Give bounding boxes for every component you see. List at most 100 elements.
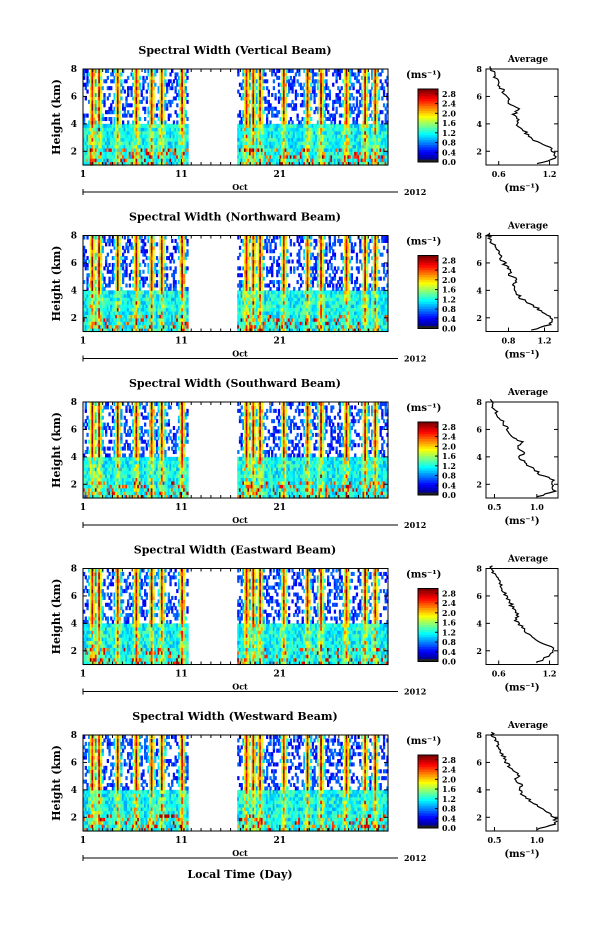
- profile-frame: [485, 68, 559, 166]
- colorbar-band: [418, 632, 438, 636]
- colorbar-tick-label: 2.0: [442, 108, 456, 118]
- colorbar-band: [418, 108, 438, 112]
- colorbar-unit: (ms⁻¹): [406, 403, 441, 414]
- y-tick-label: 2: [71, 813, 77, 823]
- profile-y-tick-label: 2: [476, 646, 482, 656]
- colorbar-tick-label: 0.8: [442, 637, 456, 647]
- colorbar-band: [418, 757, 438, 761]
- y-tick-label: 4: [71, 120, 77, 130]
- colorbar-band: [418, 776, 438, 780]
- colorbar-band: [418, 318, 438, 322]
- colorbar-band: [418, 135, 438, 139]
- profile-x-tick-label: 0.8: [502, 336, 516, 346]
- colorbar-band: [418, 309, 438, 312]
- colorbar-band: [418, 823, 438, 826]
- colorbar-tick-label: 2.4: [442, 99, 456, 109]
- month-label: Oct: [232, 182, 248, 192]
- panel-title: Spectral Width (Vertical Beam): [138, 44, 331, 57]
- colorbar-band: [418, 323, 438, 327]
- year-label: 2012: [404, 687, 426, 697]
- colorbar-band: [418, 593, 438, 597]
- heatmap-cells: [83, 69, 389, 166]
- y-axis-label: Height (km): [50, 745, 63, 821]
- colorbar-band: [418, 789, 438, 792]
- colorbar-band: [418, 477, 438, 481]
- colorbar-band: [418, 267, 438, 271]
- year-label: 2012: [404, 187, 426, 197]
- colorbar-tick-label: 2.8: [442, 755, 456, 765]
- colorbar-band: [418, 144, 438, 148]
- profile-y-tick-label: 6: [476, 258, 482, 268]
- colorbar-band: [418, 659, 438, 662]
- colorbar-band: [418, 434, 438, 437]
- profile-y-tick-label: 6: [476, 424, 482, 434]
- colorbar-band: [418, 424, 438, 428]
- y-tick-label: 8: [71, 731, 77, 741]
- profile-x-tick-label: 1.2: [538, 336, 552, 346]
- colorbar-tick-label: 1.2: [442, 461, 456, 471]
- colorbar-band: [418, 598, 438, 602]
- colorbar-band: [418, 458, 438, 462]
- colorbar-band: [418, 316, 438, 320]
- colorbar-band: [418, 603, 438, 606]
- colorbar-band: [418, 422, 438, 425]
- profile-frame: [485, 401, 559, 499]
- colorbar-band: [418, 257, 438, 261]
- colorbar-band: [418, 326, 438, 329]
- profile-y-tick-label: 8: [476, 730, 482, 740]
- colorbar-tick-label: 1.2: [442, 294, 456, 304]
- colorbar-band: [418, 615, 438, 619]
- y-tick-label: 4: [71, 286, 77, 296]
- year-label: 2012: [404, 354, 426, 364]
- colorbar-tick-label: 2.4: [442, 265, 456, 275]
- colorbar-band: [418, 426, 438, 430]
- colorbar-band: [418, 644, 438, 648]
- colorbar-band: [418, 270, 438, 273]
- colorbar-unit: (ms⁻¹): [406, 70, 441, 81]
- profile-frame: [485, 235, 559, 332]
- profile-x-label: (ms⁻¹): [504, 516, 539, 527]
- colorbar-band: [418, 642, 438, 645]
- colorbar-band: [418, 274, 438, 278]
- panel-title: Spectral Width (Westward Beam): [132, 710, 337, 723]
- colorbar-band: [418, 622, 438, 626]
- colorbar-band: [418, 272, 438, 276]
- colorbar-band: [418, 600, 438, 604]
- colorbar-tick-label: 1.6: [442, 118, 456, 128]
- colorbar-band: [418, 755, 438, 758]
- colorbar-tick-label: 2.8: [442, 255, 456, 265]
- colorbar-band: [418, 610, 438, 614]
- colorbar-frame: [417, 754, 439, 829]
- profile-x-tick-label: 1.0: [530, 502, 544, 512]
- colorbar-band: [418, 656, 438, 660]
- colorbar-tick-label: 0.8: [442, 304, 456, 314]
- y-tick-label: 2: [71, 147, 77, 157]
- profile-x-tick-label: 0.5: [488, 502, 502, 512]
- x-tick-label: 21: [274, 503, 287, 513]
- profile-x-tick-label: 0.5: [488, 835, 502, 845]
- colorbar-band: [418, 475, 438, 479]
- colorbar-band: [418, 123, 438, 126]
- colorbar-band: [418, 460, 438, 464]
- colorbar-band: [418, 130, 438, 134]
- colorbar-band: [418, 767, 438, 770]
- colorbar-band: [418, 132, 438, 136]
- colorbar-band: [418, 159, 438, 163]
- x-tick-label: 1: [80, 670, 86, 680]
- colorbar-band: [418, 781, 438, 785]
- colorbar-band: [418, 431, 438, 435]
- colorbar-tick-label: 1.6: [442, 618, 456, 628]
- profile-x-label: (ms⁻¹): [504, 683, 539, 694]
- profile-x-label: (ms⁻¹): [504, 350, 539, 361]
- colorbar-tick-label: 1.2: [442, 794, 456, 804]
- profile-y-tick-label: 4: [476, 618, 482, 628]
- colorbar-band: [418, 637, 438, 640]
- plot-frame: [82, 734, 389, 832]
- colorbar-band: [418, 482, 438, 486]
- colorbar-band: [418, 154, 438, 158]
- colorbar-band: [418, 448, 438, 452]
- colorbar-band: [418, 299, 438, 303]
- colorbar-band: [418, 487, 438, 491]
- panel-title: Spectral Width (Southward Beam): [129, 377, 341, 390]
